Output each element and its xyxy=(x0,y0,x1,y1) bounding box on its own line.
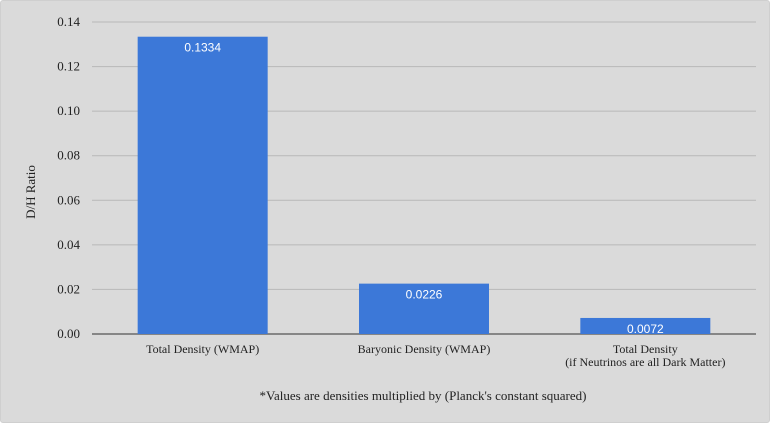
y-tick-label: 0.00 xyxy=(57,326,80,341)
y-tick-label: 0.10 xyxy=(57,103,80,118)
x-category-label: Total Density (WMAP) xyxy=(146,342,259,356)
data-label: 0.0226 xyxy=(406,288,443,302)
y-tick-label: 0.06 xyxy=(57,192,80,207)
y-tick-label: 0.08 xyxy=(57,148,80,163)
bars xyxy=(137,36,711,335)
bar xyxy=(359,283,489,334)
data-label: 0.0072 xyxy=(627,322,664,336)
x-category-label: Baryonic Density (WMAP) xyxy=(358,342,491,356)
x-category-label: Total Density xyxy=(613,342,678,356)
y-tick-label: 0.12 xyxy=(57,59,80,74)
y-axis-ticks: 0.00 0.02 0.04 0.06 0.08 0.10 0.12 0.14 xyxy=(57,14,80,341)
bar xyxy=(137,36,268,335)
data-label: 0.1334 xyxy=(184,41,221,55)
y-tick-label: 0.14 xyxy=(57,14,80,29)
bar xyxy=(580,317,711,334)
data-labels: 0.1334 0.0226 0.0072 xyxy=(184,41,664,336)
x-category-label: (if Neutrinos are all Dark Matter) xyxy=(565,355,725,369)
footnote: *Values are densities multiplied by (Pla… xyxy=(260,388,587,403)
x-axis-categories: Total Density (WMAP) Baryonic Density (WM… xyxy=(146,342,725,369)
y-tick-label: 0.04 xyxy=(57,237,80,252)
y-tick-label: 0.02 xyxy=(57,281,80,296)
y-axis-label: D/H Ratio xyxy=(23,165,38,219)
